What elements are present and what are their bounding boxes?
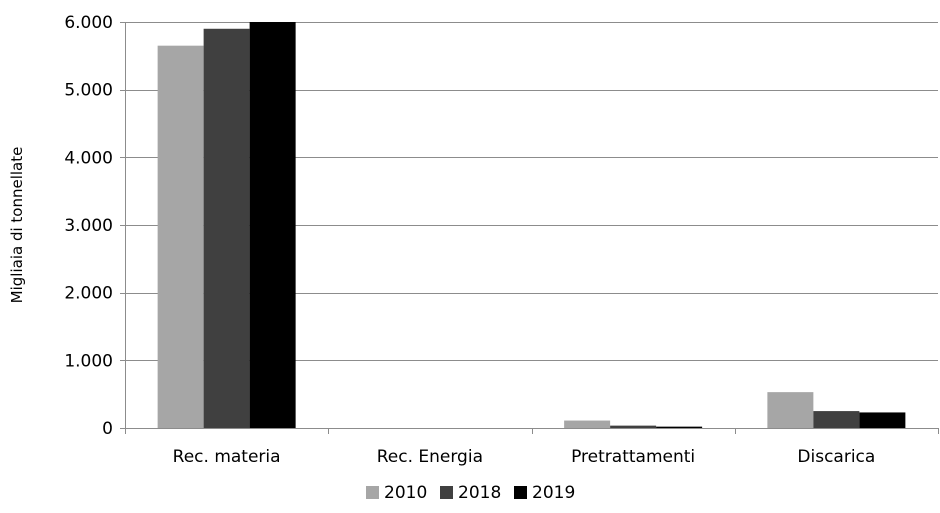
legend-swatch-2010 [366,486,379,499]
bar-2019-2 [656,426,703,428]
y-tick-label: 2.000 [64,284,113,304]
legend-swatch-2019 [514,486,527,499]
bar-2010-0 [157,45,204,428]
bars [157,22,906,429]
y-tick-label: 6.000 [64,13,113,33]
y-tick-label: 5.000 [64,81,113,101]
x-tick-label: Rec. Energia [377,447,483,467]
bar-2019-3 [859,412,906,428]
axes [120,22,939,434]
y-tick-labels: 0 1.000 2.000 3.000 4.000 5.000 6.000 [64,13,113,439]
y-tick-label: 3.000 [64,216,113,236]
legend-label-2018: 2018 [458,483,501,503]
bar-2018-0 [203,28,250,429]
y-tick-label: 1.000 [64,351,113,371]
x-tick-labels: Rec. materia Rec. Energia Pretrattamenti Di… [173,447,876,467]
x-tick-label: Discarica [797,447,875,467]
bar-2018-3 [813,411,860,428]
legend-label-2019: 2019 [532,483,575,503]
y-tick-label: 0 [102,419,113,439]
y-axis-label: Migliaia di tonnellate [8,147,26,304]
x-tick-label: Pretrattamenti [571,447,695,467]
bar-2019-0 [249,22,296,428]
bar-2018-2 [610,425,657,428]
legend-label-2010: 2010 [384,483,427,503]
bar-2010-3 [767,392,814,428]
bar-2010-2 [564,420,611,428]
legend-swatch-2018 [440,486,453,499]
legend: 2010 2018 2019 [366,483,575,503]
x-tick-label: Rec. materia [173,447,281,467]
y-tick-label: 4.000 [64,148,113,168]
